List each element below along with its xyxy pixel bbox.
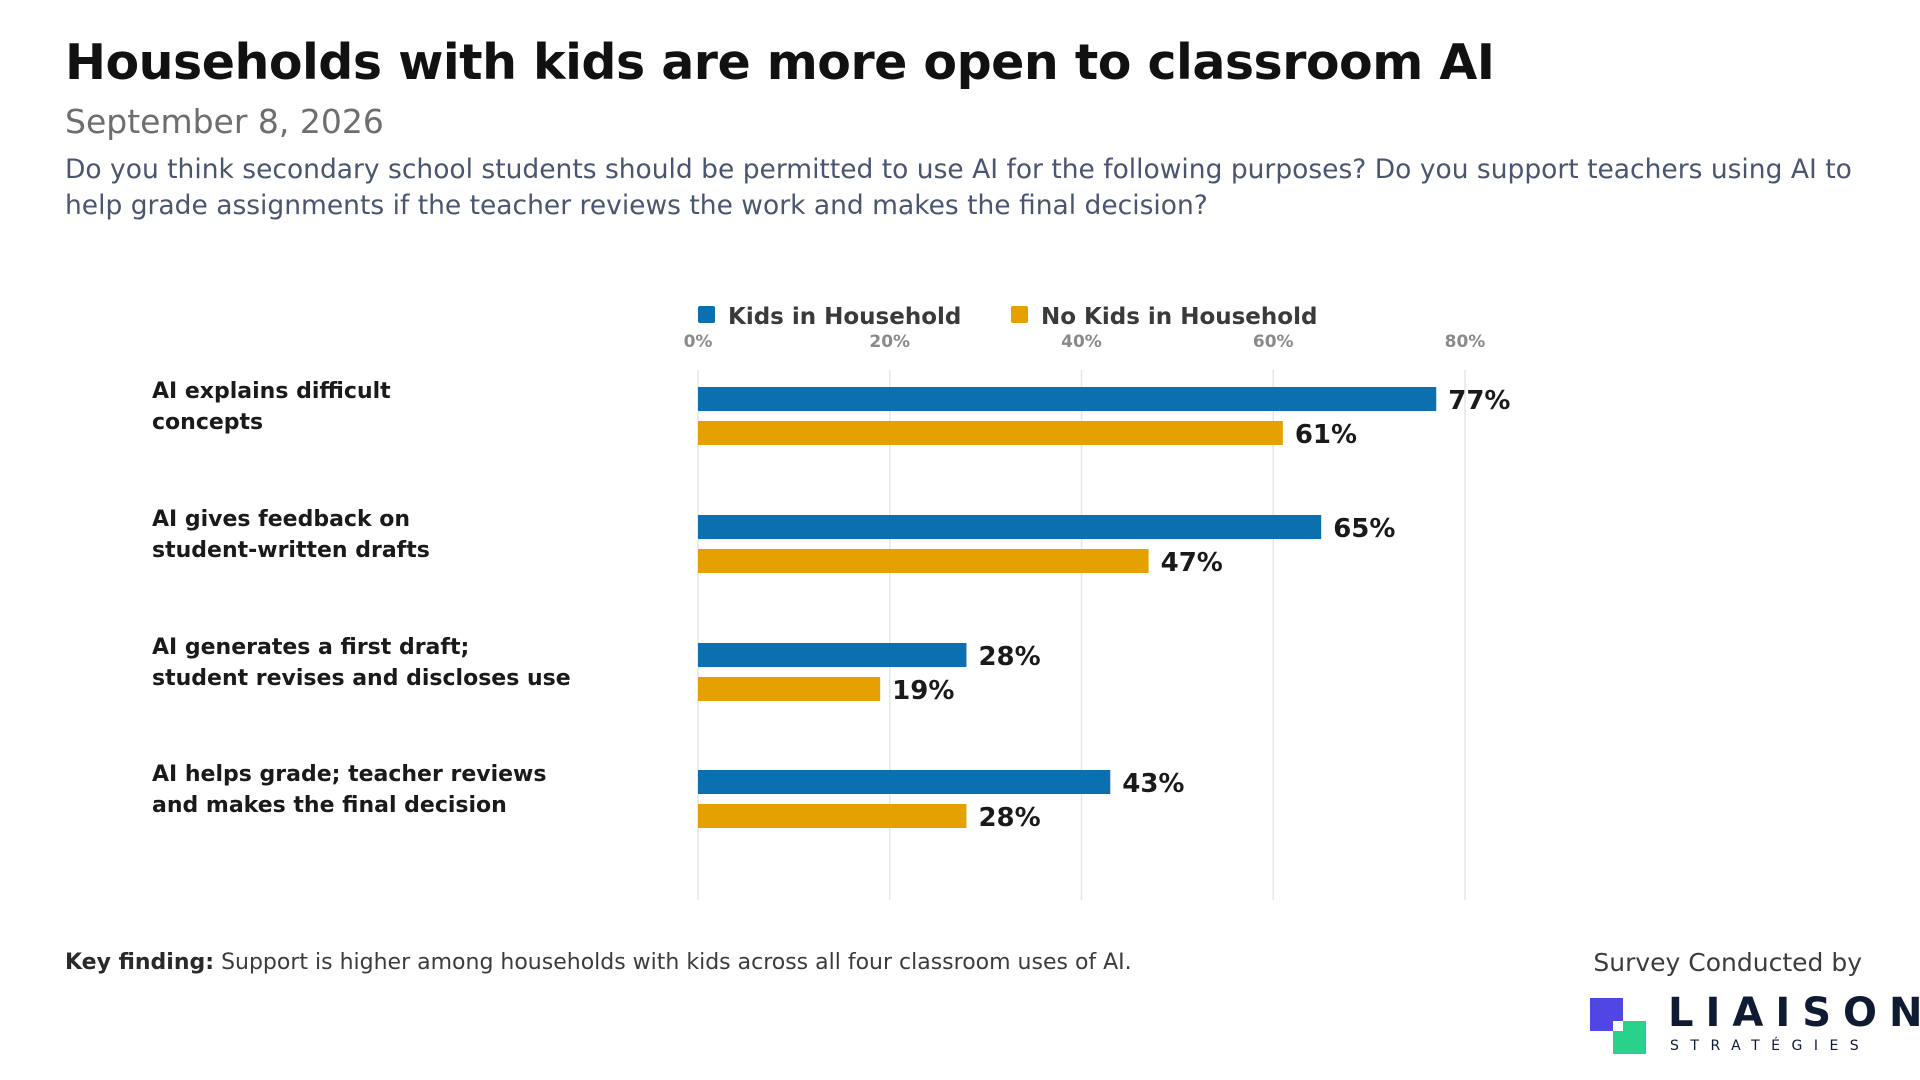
key-finding-text: Support is higher among households with … <box>221 950 1132 975</box>
bar <box>698 421 1283 445</box>
legend-swatch <box>698 306 715 323</box>
category-label: student revises and discloses use <box>152 666 571 691</box>
data-label: 43% <box>1122 769 1184 799</box>
chart-date: September 8, 2026 <box>65 102 384 141</box>
x-tick-label: 60% <box>1253 332 1294 352</box>
category-label: concepts <box>152 410 263 435</box>
bar <box>698 515 1322 539</box>
data-label: 77% <box>1448 386 1510 416</box>
category-label: and makes the final decision <box>152 793 507 818</box>
data-label: 28% <box>978 642 1040 672</box>
data-label: 61% <box>1295 420 1357 450</box>
logo-subtitle: STRATÉGIES <box>1670 1038 1871 1054</box>
x-tick-label: 40% <box>1061 332 1102 352</box>
category-label: AI generates a first draft; <box>152 635 469 660</box>
bar <box>698 770 1111 794</box>
data-label: 19% <box>892 676 954 706</box>
x-tick-label: 80% <box>1445 332 1486 352</box>
data-label: 47% <box>1161 548 1223 578</box>
category-label: AI gives feedback on <box>152 507 410 532</box>
logo-name: LIAISON <box>1668 990 1920 1036</box>
x-tick-label: 0% <box>684 332 713 352</box>
legend-swatch <box>1011 306 1028 323</box>
bar <box>698 677 881 701</box>
category-label: AI helps grade; teacher reviews <box>152 762 546 787</box>
chart-title: Households with kids are more open to cl… <box>65 34 1495 91</box>
survey-question: Do you think secondary school students s… <box>65 154 1852 221</box>
key-finding: Key finding: Support is higher among hou… <box>65 950 1132 975</box>
survey-conducted-by: Survey Conducted by <box>1593 948 1862 977</box>
key-finding-prefix: Key finding: <box>65 950 215 975</box>
legend-label: No Kids in Household <box>1041 304 1317 330</box>
bar <box>698 643 967 667</box>
bar <box>698 804 967 828</box>
x-tick-label: 20% <box>869 332 910 352</box>
legend-label: Kids in Household <box>728 304 961 330</box>
logo-mark-icon <box>1590 998 1646 1054</box>
bar <box>698 387 1437 411</box>
category-label: AI explains difficult <box>152 379 391 404</box>
liaison-logo: LIAISON STRATÉGIES <box>1590 990 1920 1056</box>
category-label: student-written drafts <box>152 538 430 563</box>
data-label: 28% <box>978 803 1040 833</box>
data-label: 65% <box>1333 514 1395 544</box>
bar <box>698 549 1149 573</box>
